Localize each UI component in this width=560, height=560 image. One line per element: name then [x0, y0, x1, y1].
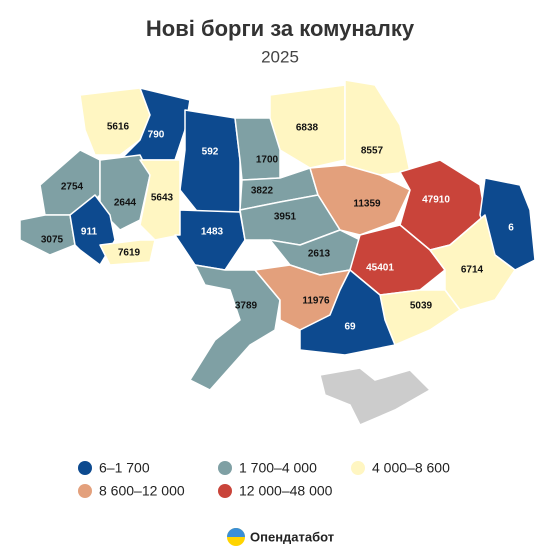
region-labels: 5616 790 592 6838 8557 2754 2644 5643 1700 3822 11…: [41, 122, 514, 333]
region: [179, 109, 241, 216]
region-value: 3789: [235, 301, 258, 312]
region-value: 3075: [41, 235, 64, 246]
region: [234, 117, 281, 181]
region: [344, 79, 411, 176]
region-value: 11359: [353, 199, 381, 210]
region-value: 6714: [461, 265, 484, 276]
legend-label: 4 000–8 600: [372, 460, 450, 476]
title: Нові борги за комуналку: [146, 16, 415, 41]
legend-swatch: [218, 461, 232, 475]
region-value: 6: [508, 223, 514, 234]
region-value: 3822: [251, 186, 274, 197]
region-value: 47910: [422, 195, 450, 206]
region: [299, 269, 396, 356]
region-value: 5643: [151, 193, 174, 204]
legend: 6–1 700 1 700–4 000 4 000–8 600 8 600–12 00…: [78, 460, 450, 499]
region-value: 1700: [256, 155, 279, 166]
region: [429, 214, 516, 311]
map: [19, 79, 536, 426]
region: [99, 154, 151, 231]
region-value: 69: [344, 322, 356, 333]
region-value: 3951: [274, 212, 297, 223]
region: [174, 209, 246, 271]
region-value: 45401: [366, 263, 394, 274]
region-value: 1483: [201, 227, 224, 238]
legend-swatch: [351, 461, 365, 475]
region-value: 911: [81, 227, 98, 238]
region-value: 5616: [107, 122, 130, 133]
region-value: 7619: [118, 248, 141, 259]
brand-name: Опендатабот: [250, 529, 334, 544]
brand-logo: Опендатабот: [227, 528, 334, 546]
legend-swatch: [78, 461, 92, 475]
legend-label: 12 000–48 000: [239, 483, 333, 499]
region-value: 2754: [61, 182, 84, 193]
legend-label: 8 600–12 000: [99, 483, 185, 499]
crimea: [319, 367, 432, 426]
region: [99, 239, 156, 266]
region-value: 11976: [302, 296, 330, 307]
legend-swatch: [78, 484, 92, 498]
region-value: 790: [148, 130, 165, 141]
legend-label: 1 700–4 000: [239, 460, 317, 476]
legend-swatch: [218, 484, 232, 498]
region-value: 592: [202, 147, 219, 158]
logo-icon-top: [227, 528, 245, 537]
region-value: 6838: [296, 123, 319, 134]
region-value: 2613: [308, 249, 331, 260]
legend-label: 6–1 700: [99, 460, 150, 476]
region-value: 8557: [361, 146, 384, 157]
region-value: 5039: [410, 301, 433, 312]
region-value: 2644: [114, 198, 137, 209]
subtitle: 2025: [261, 47, 299, 66]
